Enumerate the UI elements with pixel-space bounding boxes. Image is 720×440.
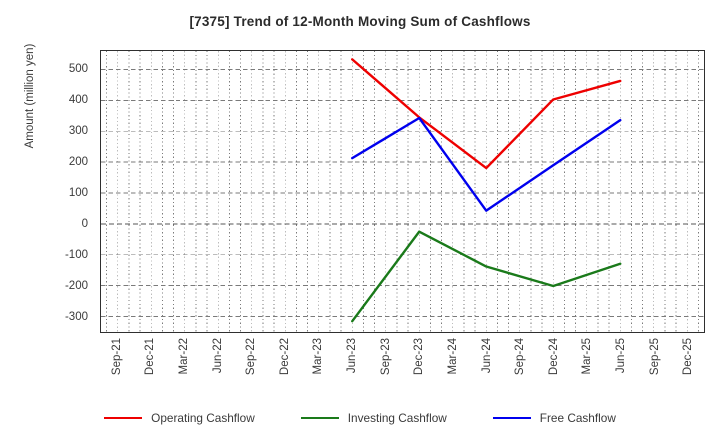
y-tick-label: 300 [68,124,88,137]
y-tick-label: 0 [81,218,88,231]
legend-line-icon [104,417,143,419]
y-tick-label: -300 [64,311,88,324]
y-tick-label: 100 [68,187,88,200]
series-line-0 [351,58,622,170]
chart-legend: Operating Cashflow Investing Cashflow Free… [0,404,720,432]
x-tick-label: Dec-22 [278,338,291,376]
x-tick-label: Sep-23 [379,338,392,376]
x-tick-label: Mar-24 [446,338,459,375]
x-tick-label: Sep-25 [648,338,661,376]
legend-item[interactable]: Investing Cashflow [300,411,447,425]
legend-line-icon [300,417,339,419]
y-tick-label: -200 [64,280,88,293]
x-tick-label: Sep-22 [245,338,258,376]
y-tick-label: -100 [64,249,88,262]
legend-label: Operating Cashflow [151,411,255,425]
plot-area [100,50,705,333]
legend-label: Investing Cashflow [347,411,447,425]
legend-item[interactable]: Operating Cashflow [104,411,255,425]
legend-label: Free Cashflow [539,411,616,425]
x-tick-label: Dec-21 [144,338,157,376]
x-tick-label: Jun-23 [346,338,359,374]
page-title: [7375] Trend of 12-Month Moving Sum of C… [189,14,531,29]
x-tick-label: Jun-24 [480,338,493,374]
x-tick-label: Sep-21 [110,338,123,376]
y-tick-label: 500 [68,62,88,75]
y-tick-label: 400 [68,93,88,106]
x-tick-label: Mar-23 [312,338,325,375]
series-line-1 [351,230,622,323]
y-tick-label: 200 [68,155,88,168]
series-line-2 [351,116,622,212]
x-tick-label: Dec-25 [682,338,695,376]
legend-item[interactable]: Free Cashflow [492,411,616,425]
x-tick-label: Dec-24 [547,338,560,376]
x-tick-label: Sep-24 [514,338,527,376]
x-tick-label: Mar-25 [581,338,594,375]
plot-canvas [101,51,704,332]
x-axis-tick-labels: Sep-21 Dec-21 Mar-22 Jun-22 Sep-22 Dec-22 Mar-… [100,336,705,408]
x-tick-label: Dec-23 [413,338,426,376]
x-tick-label: Jun-25 [614,338,627,374]
legend-line-icon [492,417,531,419]
x-tick-label: Mar-22 [178,338,191,375]
y-axis-tick-labels: -300 -200 -100 0 100 200 300 400 500 [0,50,96,333]
x-tick-label: Jun-22 [211,338,224,374]
